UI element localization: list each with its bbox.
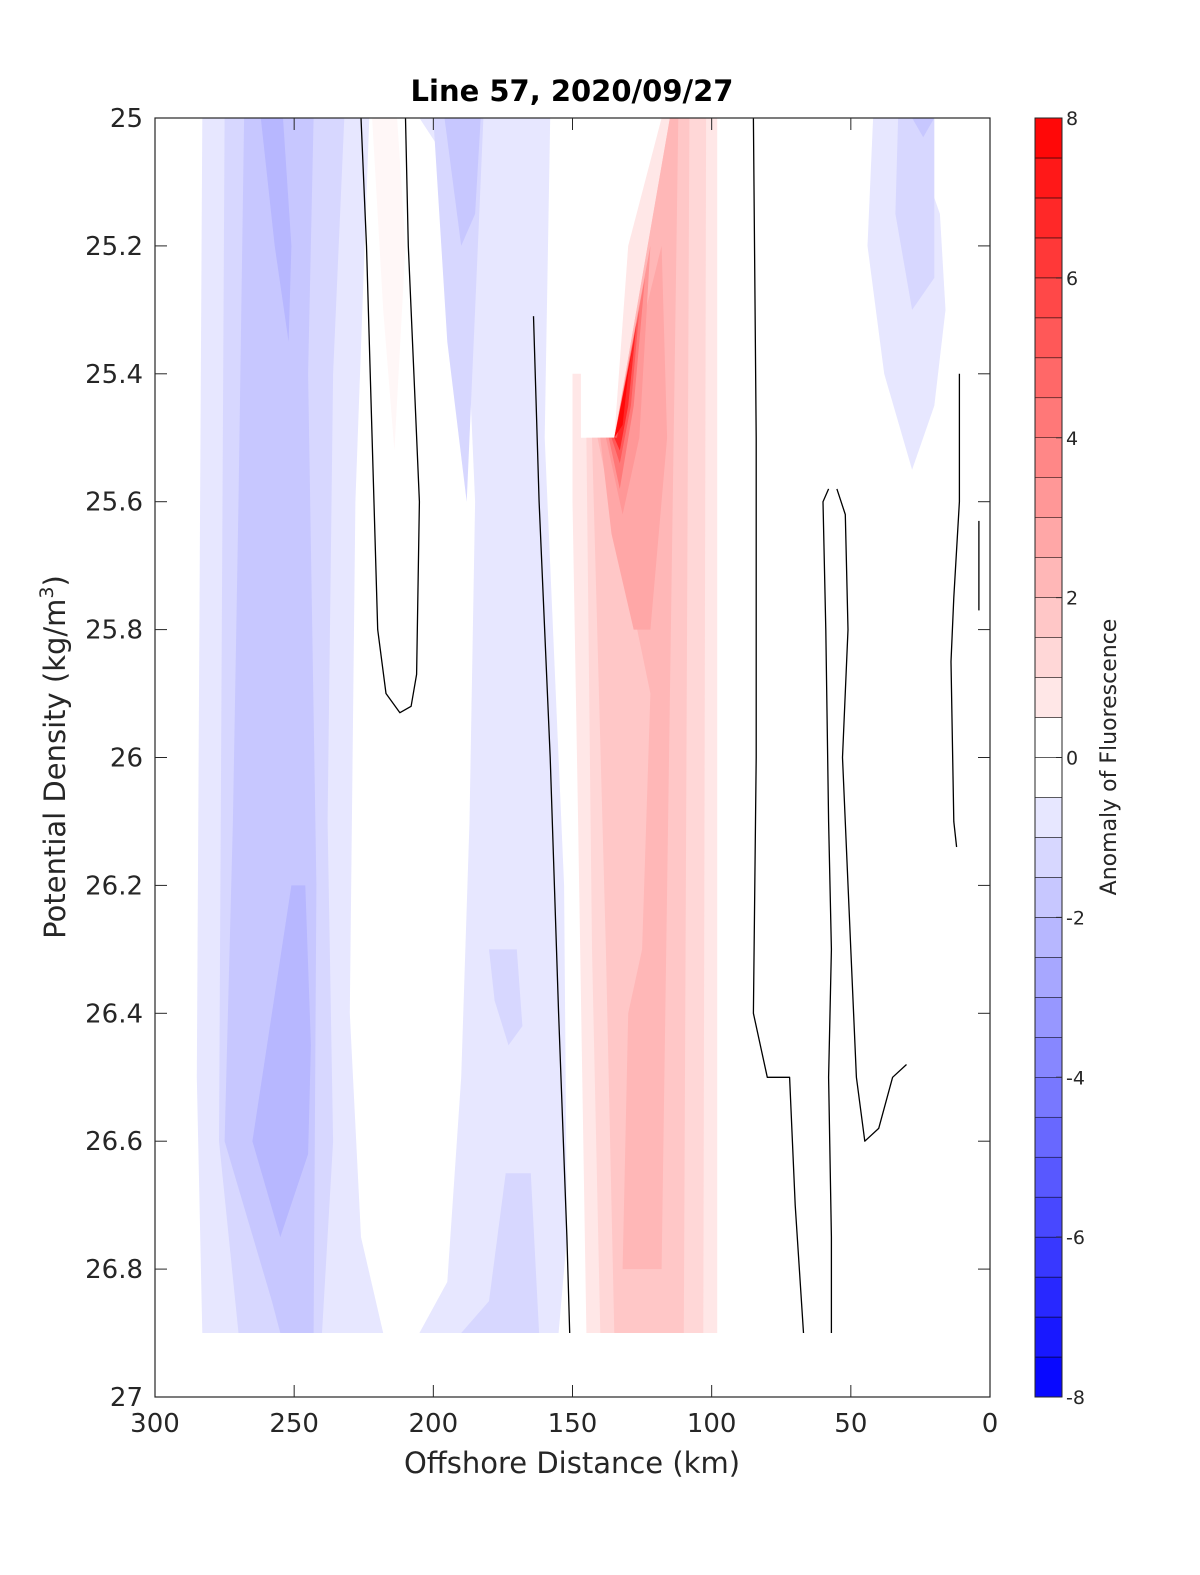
zero-contour-line xyxy=(836,488,907,1142)
x-tick-label: 150 xyxy=(548,1409,598,1439)
colorbar-band xyxy=(1034,1156,1063,1198)
colorbar-title: Anomaly of Fluorescence xyxy=(1097,619,1122,896)
filled-contours xyxy=(196,118,946,1333)
x-tick-label: 200 xyxy=(409,1409,459,1439)
colorbar-band xyxy=(1034,597,1063,638)
colorbar-band xyxy=(1034,157,1063,199)
filled-region xyxy=(372,118,406,451)
colorbar-band xyxy=(1034,357,1063,399)
colorbar-band xyxy=(1034,1276,1063,1318)
colorbar-band xyxy=(1034,437,1063,478)
colorbar-tick-label: -8 xyxy=(1066,1387,1085,1409)
zero-contour-line xyxy=(822,488,833,1333)
colorbar-band xyxy=(1034,477,1063,518)
filled-region xyxy=(489,949,523,1046)
colorbar-band xyxy=(1034,917,1063,958)
colorbar-band xyxy=(1034,717,1063,758)
colorbar-band xyxy=(1034,997,1063,1038)
zero-contours xyxy=(360,117,980,1334)
y-tick-label: 27 xyxy=(110,1383,143,1413)
y-tick-label: 25.6 xyxy=(85,488,143,518)
colorbar-tick-label: 6 xyxy=(1066,268,1078,290)
x-tick-label: 50 xyxy=(834,1409,867,1439)
filled-region xyxy=(419,118,567,1333)
zero-contour-line xyxy=(360,117,421,714)
x-tick-label: 300 xyxy=(130,1409,180,1439)
axis-ticks: 300 250 200 150 100 50 0 25 25.2 25.4 25.6 25.8 26 26… xyxy=(85,104,998,1439)
colorbar-band xyxy=(1034,877,1063,918)
x-axis-title: Offshore Distance (km) xyxy=(404,1446,740,1480)
y-tick-label: 26.6 xyxy=(85,1127,143,1157)
colorbar-tick-label: 2 xyxy=(1066,588,1078,610)
y-tick-label: 26 xyxy=(110,744,143,774)
colorbar-band xyxy=(1034,237,1063,279)
colorbar-band xyxy=(1034,197,1063,239)
colorbar: -8 -6 -4 -2 0 2 4 6 8 xyxy=(1034,108,1085,1409)
y-tick-label: 25.4 xyxy=(85,360,143,390)
plot-frame xyxy=(154,117,991,1398)
colorbar-band xyxy=(1034,637,1063,678)
zero-contour-line xyxy=(532,316,571,1334)
filled-region xyxy=(614,341,634,438)
y-tick-label: 25.8 xyxy=(85,616,143,646)
y-tick-label: 25 xyxy=(110,104,143,134)
colorbar-band xyxy=(1034,117,1063,159)
y-axis-title-main: Potential Density (kg/m xyxy=(38,599,72,939)
filled-region xyxy=(461,1173,540,1333)
filled-region xyxy=(444,118,481,246)
filled-region xyxy=(912,118,935,138)
y-axis-title: Potential Density (kg/m3) xyxy=(36,575,72,939)
colorbar-band xyxy=(1034,797,1063,838)
colorbar-band xyxy=(1034,757,1063,798)
colorbar-band xyxy=(1034,957,1063,998)
y-axis-title-close: ) xyxy=(38,575,72,586)
colorbar-band xyxy=(1034,1356,1063,1398)
colorbar-ticks: -8 -6 -4 -2 0 2 4 6 8 xyxy=(1056,108,1085,1409)
y-axis-title-superscript: 3 xyxy=(36,586,58,598)
plot-area: 300 250 200 150 100 50 0 25 25.2 25.4 25.6 25.8 26 26… xyxy=(85,104,998,1439)
colorbar-tick-label: 8 xyxy=(1066,108,1078,130)
colorbar-band xyxy=(1034,837,1063,878)
filled-region xyxy=(895,118,935,310)
colorbar-band xyxy=(1034,1077,1063,1118)
colorbar-bands xyxy=(1034,117,1063,1398)
colorbar-band xyxy=(1034,317,1063,359)
filled-region xyxy=(260,118,292,342)
colorbar-band xyxy=(1034,517,1063,558)
y-tick-label: 25.2 xyxy=(85,232,143,262)
colorbar-frame xyxy=(1034,117,1063,1398)
colorbar-band xyxy=(1034,677,1063,718)
colorbar-tick-label: 0 xyxy=(1066,748,1078,770)
colorbar-band xyxy=(1034,1196,1063,1238)
plot-title: Line 57, 2020/09/27 xyxy=(411,74,734,108)
colorbar-band xyxy=(1034,557,1063,598)
y-tick-label: 26.4 xyxy=(85,999,143,1029)
colorbar-band xyxy=(1034,277,1063,319)
x-tick-label: 100 xyxy=(687,1409,737,1439)
colorbar-band xyxy=(1034,1316,1063,1358)
colorbar-band xyxy=(1034,397,1063,438)
colorbar-band xyxy=(1034,1037,1063,1078)
colorbar-tick-label: -6 xyxy=(1066,1227,1085,1249)
y-tick-label: 26.2 xyxy=(85,871,143,901)
x-tick-label: 250 xyxy=(269,1409,319,1439)
zero-contour-line xyxy=(950,373,961,848)
x-tick-label: 0 xyxy=(982,1409,999,1439)
colorbar-tick-label: 4 xyxy=(1066,428,1078,450)
zero-contour-line xyxy=(752,117,805,1334)
colorbar-band xyxy=(1034,1236,1063,1278)
filled-region xyxy=(252,885,311,1238)
colorbar-band xyxy=(1034,1116,1063,1158)
colorbar-tick-label: -2 xyxy=(1066,907,1085,929)
y-tick-label: 26.8 xyxy=(85,1255,143,1285)
colorbar-tick-label: -4 xyxy=(1066,1067,1085,1089)
